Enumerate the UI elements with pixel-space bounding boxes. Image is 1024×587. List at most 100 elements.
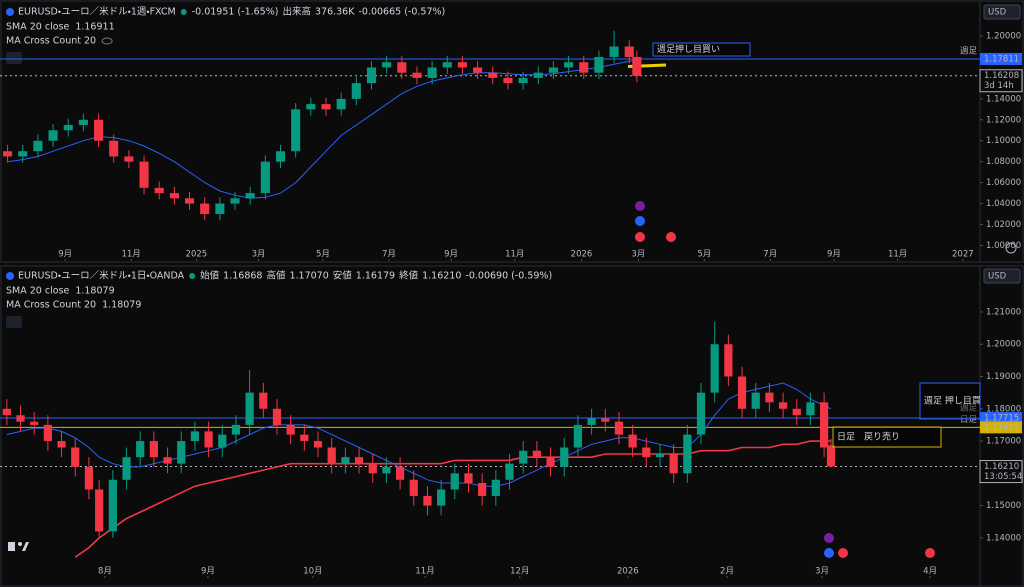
y-tick-label: 1.10000 xyxy=(986,136,1021,146)
x-tick-label: 7月 xyxy=(763,250,777,260)
event-icon[interactable] xyxy=(925,548,935,558)
x-tick-label: 3月 xyxy=(815,567,829,577)
currency-button[interactable] xyxy=(983,268,1021,284)
candle-body xyxy=(609,46,619,57)
event-icon[interactable] xyxy=(635,232,645,242)
header-value: 1.16868 xyxy=(223,271,262,282)
logo-part xyxy=(18,542,22,546)
header-value: 安値 xyxy=(333,270,353,282)
candle-body xyxy=(354,457,364,464)
line-tag: 週足 xyxy=(960,45,978,56)
candle-body xyxy=(792,408,801,416)
candle-body xyxy=(169,193,179,199)
x-tick-label: 7月 xyxy=(382,250,396,260)
candle-body xyxy=(587,418,596,425)
candle-body xyxy=(564,62,574,68)
candle-body xyxy=(397,62,407,73)
candle-body xyxy=(2,408,11,416)
currency-button[interactable] xyxy=(983,4,1021,20)
candle-body xyxy=(478,483,487,496)
candle-body xyxy=(84,466,94,490)
x-tick-label: 5月 xyxy=(316,250,330,260)
y-tick-label: 1.02000 xyxy=(986,220,1021,230)
header-value: -0.01951 (-1.65%) xyxy=(192,7,279,18)
event-icon[interactable] xyxy=(666,232,676,242)
candle-body xyxy=(724,344,733,377)
candle-body xyxy=(820,402,829,448)
x-tick-label: 11月 xyxy=(415,567,434,577)
candle-body xyxy=(272,408,282,425)
candle-body xyxy=(200,203,210,215)
annotation-box xyxy=(919,382,981,420)
symbol-icon xyxy=(6,8,14,16)
candle-body xyxy=(341,457,350,464)
ma-line xyxy=(74,440,831,558)
event-icon[interactable] xyxy=(838,548,848,558)
annotation-box xyxy=(832,426,942,448)
candle-body xyxy=(642,447,651,458)
header-value: 1.17070 xyxy=(289,271,328,282)
candle-body xyxy=(737,376,747,409)
y-tick-label: 1.20000 xyxy=(986,340,1021,350)
x-tick-label: 10月 xyxy=(303,567,322,577)
candle-body xyxy=(124,156,134,162)
y-tick-label: 1.21000 xyxy=(986,307,1021,317)
currency-label: USD xyxy=(988,8,1007,18)
annotation-text: 日足 戻り売り xyxy=(837,431,900,443)
candle-body xyxy=(190,431,200,442)
collapse-button[interactable] xyxy=(6,52,22,64)
candle-body xyxy=(300,434,309,442)
candle-body xyxy=(230,198,240,204)
x-tick-label: 8月 xyxy=(98,567,112,577)
candle-body xyxy=(306,104,316,110)
header-value: -0.00690 (-0.59%) xyxy=(465,271,552,282)
price-tag xyxy=(979,69,1023,93)
candle-body xyxy=(215,203,225,215)
annotation-text: 週足 押し目買 xyxy=(924,395,981,407)
candle-body xyxy=(464,473,473,484)
candle-body xyxy=(427,67,437,78)
candle-body xyxy=(16,415,25,422)
candle-body xyxy=(245,392,254,425)
candle-body xyxy=(43,424,52,442)
candle-body xyxy=(614,421,624,435)
visibility-icon xyxy=(101,37,113,45)
symbol-title: EURUSD・ユーロ／米ドル・1日・OANDA xyxy=(18,270,185,282)
candle-body xyxy=(136,441,145,458)
candle-body xyxy=(423,495,432,506)
header-value: 1.16210 xyxy=(422,271,461,282)
candle-body xyxy=(579,62,589,73)
indicator-name: MA Cross Count 20 xyxy=(6,36,96,47)
price-tag xyxy=(980,421,1022,434)
event-icon[interactable] xyxy=(635,216,645,226)
x-tick-label: 9月 xyxy=(827,250,841,260)
x-tick-label: 9月 xyxy=(444,250,458,260)
y-tick-label: 1.12000 xyxy=(986,115,1021,125)
candle-body xyxy=(683,434,692,474)
candle-body xyxy=(163,457,172,464)
candle-body xyxy=(765,392,774,403)
logo-part xyxy=(22,542,29,551)
candle-body xyxy=(412,72,422,78)
y-tick-label: 1.15000 xyxy=(986,501,1021,511)
collapse-button[interactable] xyxy=(6,316,22,328)
candle-body xyxy=(778,402,788,409)
candle-body xyxy=(351,83,361,99)
candle-body xyxy=(532,450,541,458)
indicator-name: SMA 20 close xyxy=(6,22,69,33)
candle-body xyxy=(259,392,268,409)
event-icon[interactable] xyxy=(824,548,834,558)
candle-body xyxy=(519,450,528,464)
candle-body xyxy=(594,56,604,73)
x-tick-label: 2026 xyxy=(571,250,593,260)
event-icon[interactable] xyxy=(635,201,645,211)
header-value: 376.36K xyxy=(315,7,355,18)
settings-icon[interactable] xyxy=(1005,242,1017,254)
x-tick-label: 3月 xyxy=(631,250,645,260)
candle-body xyxy=(321,104,331,110)
logo-part xyxy=(8,542,15,551)
event-icon[interactable] xyxy=(824,533,834,543)
candle-body xyxy=(669,453,678,474)
x-tick-label: 2025 xyxy=(186,250,208,260)
candle-body xyxy=(806,402,815,416)
